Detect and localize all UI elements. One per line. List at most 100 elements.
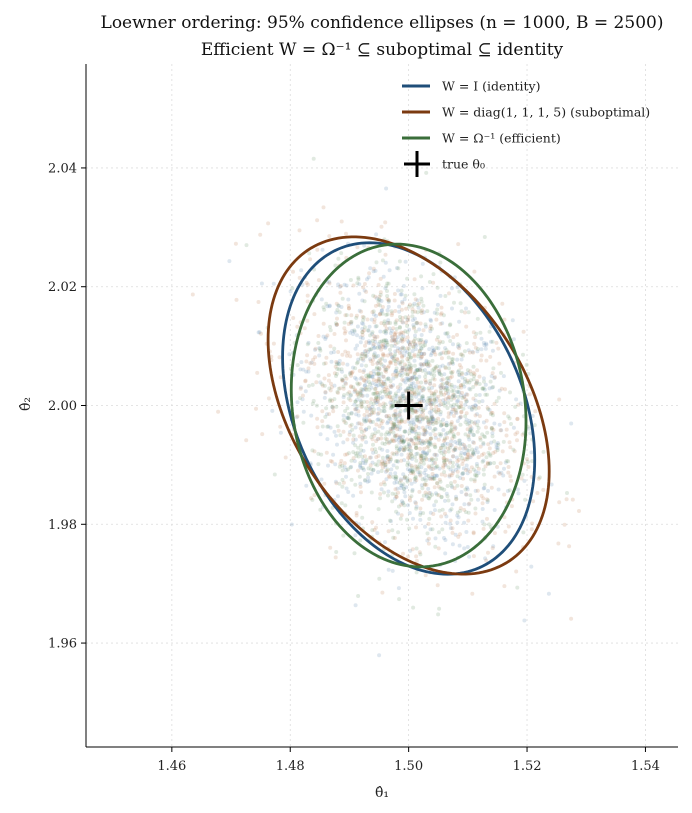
bootstrap-point [385, 297, 390, 302]
bootstrap-point [349, 313, 354, 318]
bootstrap-point [439, 423, 443, 428]
bootstrap-point [355, 390, 360, 395]
bootstrap-point [371, 377, 376, 382]
bootstrap-point [450, 436, 455, 441]
bootstrap-point [405, 350, 410, 355]
bootstrap-point [428, 426, 432, 430]
bootstrap-point [425, 538, 430, 543]
bootstrap-point [399, 438, 404, 443]
bootstrap-point [461, 476, 466, 481]
bootstrap-point [424, 494, 429, 499]
bootstrap-point [414, 377, 419, 382]
bootstrap-point [414, 367, 419, 372]
bootstrap-point [440, 486, 444, 491]
bootstrap-point [391, 463, 396, 468]
bootstrap-point [432, 350, 437, 355]
bootstrap-point [391, 424, 396, 429]
bootstrap-point [569, 421, 574, 426]
bootstrap-point [423, 468, 428, 472]
bootstrap-point [417, 431, 422, 436]
bootstrap-point [427, 401, 432, 406]
bootstrap-point [334, 550, 339, 554]
bootstrap-point [411, 381, 416, 386]
bootstrap-point [397, 435, 402, 440]
bootstrap-point [369, 471, 374, 476]
bootstrap-point [414, 437, 419, 442]
bootstrap-point [458, 442, 463, 447]
bootstrap-point [362, 368, 367, 373]
bootstrap-point [408, 355, 413, 360]
bootstrap-point [444, 491, 449, 496]
bootstrap-point [441, 438, 446, 443]
bootstrap-point [532, 423, 537, 428]
bootstrap-point [400, 499, 404, 504]
bootstrap-point [428, 397, 433, 402]
bootstrap-point [419, 388, 424, 393]
bootstrap-point [413, 409, 418, 414]
bootstrap-point [412, 390, 417, 395]
bootstrap-point [416, 354, 420, 359]
bootstrap-point [373, 462, 378, 467]
bootstrap-point [446, 411, 451, 416]
bootstrap-point [472, 421, 477, 426]
bootstrap-point [497, 422, 502, 427]
bootstrap-point [411, 340, 416, 345]
bootstrap-point [392, 337, 397, 342]
legend: W = I (identity)W = diag(1, 1, 1, 5) (su… [402, 79, 650, 177]
bootstrap-point [376, 361, 380, 365]
bootstrap-point [421, 310, 426, 315]
bootstrap-point [485, 405, 490, 410]
bootstrap-point [450, 306, 454, 311]
bootstrap-point [379, 308, 384, 313]
bootstrap-point [387, 298, 391, 303]
bootstrap-point [407, 526, 412, 531]
bootstrap-point [302, 326, 307, 331]
bootstrap-point [295, 324, 300, 329]
bootstrap-point [414, 443, 418, 448]
bootstrap-point [459, 352, 464, 357]
bootstrap-point [481, 451, 486, 456]
bootstrap-point [392, 358, 397, 363]
bootstrap-point [366, 275, 371, 280]
bootstrap-point [354, 513, 359, 518]
bootstrap-point [396, 400, 401, 405]
bootstrap-point [412, 358, 417, 363]
bootstrap-point [313, 355, 318, 360]
bootstrap-point [406, 339, 411, 344]
bootstrap-point [349, 385, 354, 390]
bootstrap-point [421, 303, 426, 308]
bootstrap-point [432, 369, 437, 374]
bootstrap-point [472, 269, 477, 274]
bootstrap-point [465, 427, 470, 432]
bootstrap-point [358, 392, 363, 397]
bootstrap-point [409, 448, 414, 453]
bootstrap-point [353, 399, 358, 404]
bootstrap-point [383, 469, 388, 474]
bootstrap-point [398, 386, 403, 391]
bootstrap-point [349, 422, 354, 427]
bootstrap-point [351, 283, 356, 288]
bootstrap-point [452, 392, 457, 397]
bootstrap-point [415, 418, 420, 423]
bootstrap-point [383, 402, 388, 407]
bootstrap-point [443, 511, 447, 516]
bootstrap-point [378, 492, 383, 496]
bootstrap-point [373, 391, 378, 396]
bootstrap-point [474, 380, 479, 385]
bootstrap-point [333, 462, 338, 467]
bootstrap-point [318, 507, 323, 512]
bootstrap-point [342, 282, 347, 287]
bootstrap-point [401, 284, 406, 288]
bootstrap-point [469, 465, 474, 470]
bootstrap-point [463, 446, 468, 451]
bootstrap-point [474, 382, 478, 387]
bootstrap-point [346, 350, 351, 355]
bootstrap-point [399, 373, 404, 378]
bootstrap-point [391, 372, 396, 377]
bootstrap-point [362, 428, 367, 433]
bootstrap-point [492, 421, 497, 426]
bootstrap-point [401, 320, 405, 325]
bootstrap-point [457, 289, 462, 294]
bootstrap-point [443, 551, 448, 556]
bootstrap-point [364, 459, 369, 464]
